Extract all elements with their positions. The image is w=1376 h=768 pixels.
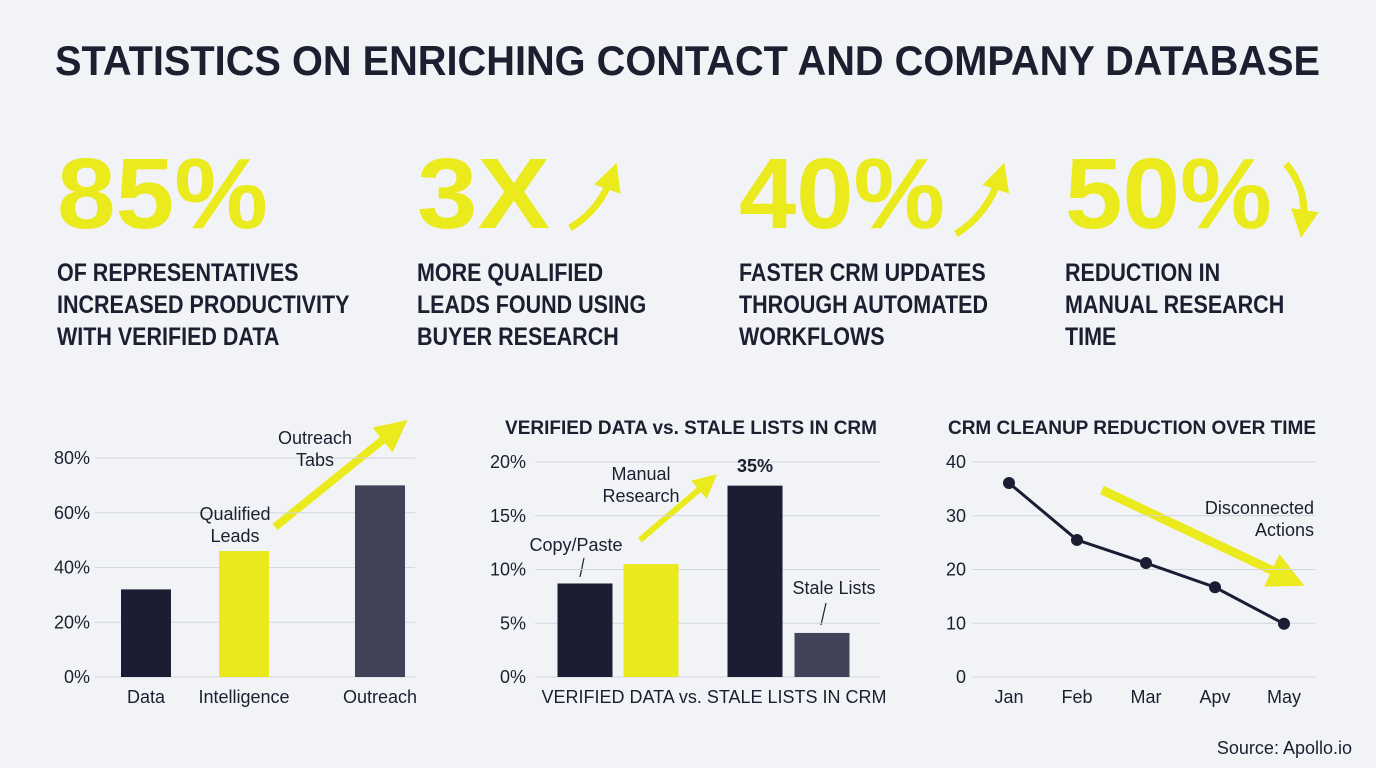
annotation: Outreach bbox=[278, 428, 352, 448]
y-tick-label: 15% bbox=[490, 506, 526, 526]
stat-label-line: FASTER CRM UPDATES bbox=[739, 258, 986, 286]
annotation: 35% bbox=[737, 456, 773, 476]
x-tick-label: Jan bbox=[994, 687, 1023, 707]
stat-value: 3X bbox=[417, 138, 550, 250]
x-tick-label: May bbox=[1267, 687, 1301, 707]
y-tick-label: 40 bbox=[946, 452, 966, 472]
bar bbox=[794, 632, 850, 677]
y-tick-label: 10% bbox=[490, 560, 526, 580]
chart-title: VERIFIED DATA vs. STALE LISTS IN CRM bbox=[505, 418, 877, 439]
stat-value: 50% bbox=[1065, 138, 1272, 250]
page-title: STATISTICS ON ENRICHING CONTACT AND COMP… bbox=[55, 37, 1320, 84]
stat-label-line: THROUGH AUTOMATED bbox=[739, 290, 988, 318]
trend-arrow bbox=[272, 419, 408, 531]
annotation: Leads bbox=[210, 526, 259, 546]
stat-label-line: INCREASED PRODUCTIVITY bbox=[57, 290, 350, 318]
bar bbox=[355, 485, 405, 677]
stat-label: FASTER CRM UPDATES THROUGH AUTOMATED WORKF… bbox=[739, 258, 988, 350]
bar bbox=[557, 583, 613, 677]
annotation: Research bbox=[602, 486, 679, 506]
trend-arrow bbox=[1100, 485, 1305, 587]
stat-label-line: BUYER RESEARCH bbox=[417, 322, 619, 350]
y-tick-label: 30 bbox=[946, 506, 966, 526]
point bbox=[1209, 581, 1221, 594]
bar bbox=[219, 551, 269, 677]
stat-label: MORE QUALIFIED LEADS FOUND USING BUYER RES… bbox=[417, 258, 646, 350]
y-tick-label: 80% bbox=[54, 448, 90, 468]
leader-line bbox=[579, 557, 585, 578]
y-tick-label: 20 bbox=[946, 560, 966, 580]
y-tick-label: 0% bbox=[64, 667, 90, 687]
source: Source: Apollo.io bbox=[1217, 738, 1352, 758]
annotation: Disconnected bbox=[1205, 498, 1314, 518]
stat-label-line: MANUAL RESEARCH bbox=[1065, 290, 1284, 318]
chart-title: CRM CLEANUP REDUCTION OVER TIME bbox=[948, 418, 1316, 439]
x-tick-label: Apv bbox=[1199, 687, 1230, 707]
x-tick-label: Mar bbox=[1131, 687, 1162, 707]
stat-label-line: WITH VERIFIED DATA bbox=[57, 322, 280, 350]
up-arrow bbox=[568, 162, 621, 232]
trend-arrow bbox=[638, 474, 718, 543]
x-tick-label: Feb bbox=[1061, 687, 1092, 707]
stat-label-line: LEADS FOUND USING bbox=[417, 290, 646, 318]
y-tick-label: 20% bbox=[54, 612, 90, 632]
up-arrow bbox=[954, 162, 1010, 237]
annotation: Stale Lists bbox=[792, 578, 875, 598]
y-tick-label: 40% bbox=[54, 558, 90, 578]
y-tick-label: 60% bbox=[54, 503, 90, 523]
stat-label-line: MORE QUALIFIED bbox=[417, 258, 603, 286]
x-tick-label: Intelligence bbox=[198, 687, 289, 707]
point bbox=[1071, 533, 1083, 546]
y-tick-label: 0% bbox=[500, 667, 526, 687]
annotation: Manual bbox=[611, 464, 670, 484]
y-tick-label: 5% bbox=[500, 613, 526, 633]
stat-value: 40% bbox=[739, 138, 945, 250]
y-tick-label: 0 bbox=[956, 667, 966, 687]
bar bbox=[727, 485, 783, 677]
x-tick-label: Data bbox=[127, 687, 166, 707]
x-tick-label: Outreach bbox=[343, 687, 417, 707]
annotation: Qualified bbox=[199, 504, 270, 524]
leader-line bbox=[820, 602, 827, 626]
annotation: Actions bbox=[1255, 520, 1314, 540]
point bbox=[1140, 557, 1152, 570]
bar bbox=[623, 564, 679, 677]
x-axis-label: VERIFIED DATA vs. STALE LISTS IN CRM bbox=[541, 687, 886, 707]
stat-label-line: WORKFLOWS bbox=[739, 322, 885, 350]
y-tick-label: 10 bbox=[946, 613, 966, 633]
stat-label: REDUCTION IN MANUAL RESEARCH TIME bbox=[1065, 258, 1284, 350]
stat-value: 85% bbox=[57, 138, 268, 250]
point bbox=[1278, 617, 1290, 630]
stat-label-line: REDUCTION IN bbox=[1065, 258, 1220, 286]
annotation: Copy/Paste bbox=[529, 535, 622, 555]
annotation: Tabs bbox=[296, 450, 334, 470]
stat-label-line: OF REPRESENTATIVES bbox=[57, 258, 299, 286]
stat-label: OF REPRESENTATIVES INCREASED PRODUCTIVITY… bbox=[57, 258, 350, 350]
bar bbox=[121, 589, 171, 677]
point bbox=[1003, 476, 1015, 489]
stat-label-line: TIME bbox=[1065, 322, 1116, 350]
y-tick-label: 20% bbox=[490, 452, 526, 472]
down-arrow bbox=[1283, 161, 1319, 238]
